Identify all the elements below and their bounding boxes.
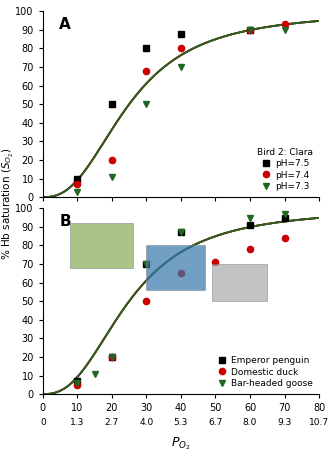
pH=7.4	[248, 27, 252, 33]
Emperor penguin	[283, 215, 287, 220]
Emperor penguin	[110, 354, 114, 360]
Line: Emperor penguin: Emperor penguin	[74, 214, 288, 384]
Domestic duck	[179, 270, 183, 276]
Legend: Emperor penguin, Domestic duck, Bar-headed goose: Emperor penguin, Domestic duck, Bar-head…	[215, 354, 315, 390]
Bar-headed goose	[248, 215, 252, 220]
pH=7.4	[179, 46, 183, 51]
Bar-headed goose	[179, 230, 183, 235]
pH=7.5	[248, 27, 252, 33]
FancyBboxPatch shape	[70, 223, 133, 268]
Line: Bar-headed goose: Bar-headed goose	[74, 211, 288, 386]
Domestic duck	[75, 382, 79, 387]
Bar-headed goose	[75, 380, 79, 386]
Line: pH=7.5: pH=7.5	[74, 27, 253, 182]
Emperor penguin	[248, 222, 252, 228]
Line: pH=7.3: pH=7.3	[74, 27, 288, 195]
Bar-headed goose	[93, 371, 97, 376]
FancyBboxPatch shape	[146, 246, 205, 290]
Bar-headed goose	[283, 211, 287, 217]
Text: 8.0: 8.0	[243, 418, 257, 427]
pH=7.5	[110, 101, 114, 107]
Text: 2.7: 2.7	[105, 418, 119, 427]
X-axis label: $P_{O_2}$: $P_{O_2}$	[171, 435, 191, 452]
Text: A: A	[59, 17, 71, 32]
Text: % Hb saturation ($S_{O_2}$): % Hb saturation ($S_{O_2}$)	[1, 148, 16, 260]
Text: 5.3: 5.3	[174, 418, 188, 427]
Text: 4.0: 4.0	[139, 418, 154, 427]
Text: 10.7: 10.7	[309, 418, 329, 427]
pH=7.4	[75, 181, 79, 187]
Bar-headed goose	[144, 261, 148, 267]
FancyBboxPatch shape	[212, 264, 267, 301]
Domestic duck	[110, 354, 114, 360]
pH=7.3	[75, 189, 79, 194]
pH=7.3	[110, 174, 114, 179]
pH=7.5	[179, 31, 183, 36]
pH=7.3	[144, 101, 148, 107]
Domestic duck	[283, 235, 287, 241]
Text: B: B	[59, 214, 71, 229]
Bar-headed goose	[110, 354, 114, 360]
Emperor penguin	[179, 230, 183, 235]
Legend: pH=7.5, pH=7.4, pH=7.3: pH=7.5, pH=7.4, pH=7.3	[255, 146, 315, 193]
Text: 0: 0	[40, 418, 46, 427]
pH=7.3	[283, 27, 287, 33]
Domestic duck	[144, 299, 148, 304]
Text: 6.7: 6.7	[208, 418, 223, 427]
pH=7.4	[283, 22, 287, 27]
Line: pH=7.4: pH=7.4	[74, 21, 288, 187]
pH=7.3	[248, 27, 252, 33]
pH=7.3	[179, 64, 183, 70]
Emperor penguin	[144, 261, 148, 267]
Emperor penguin	[75, 378, 79, 384]
Domestic duck	[214, 260, 217, 265]
Domestic duck	[248, 246, 252, 252]
Text: 9.3: 9.3	[277, 418, 292, 427]
pH=7.5	[144, 46, 148, 51]
pH=7.4	[144, 68, 148, 73]
pH=7.4	[110, 157, 114, 163]
Line: Domestic duck: Domestic duck	[74, 235, 288, 388]
Text: 1.3: 1.3	[70, 418, 85, 427]
pH=7.5	[75, 176, 79, 181]
